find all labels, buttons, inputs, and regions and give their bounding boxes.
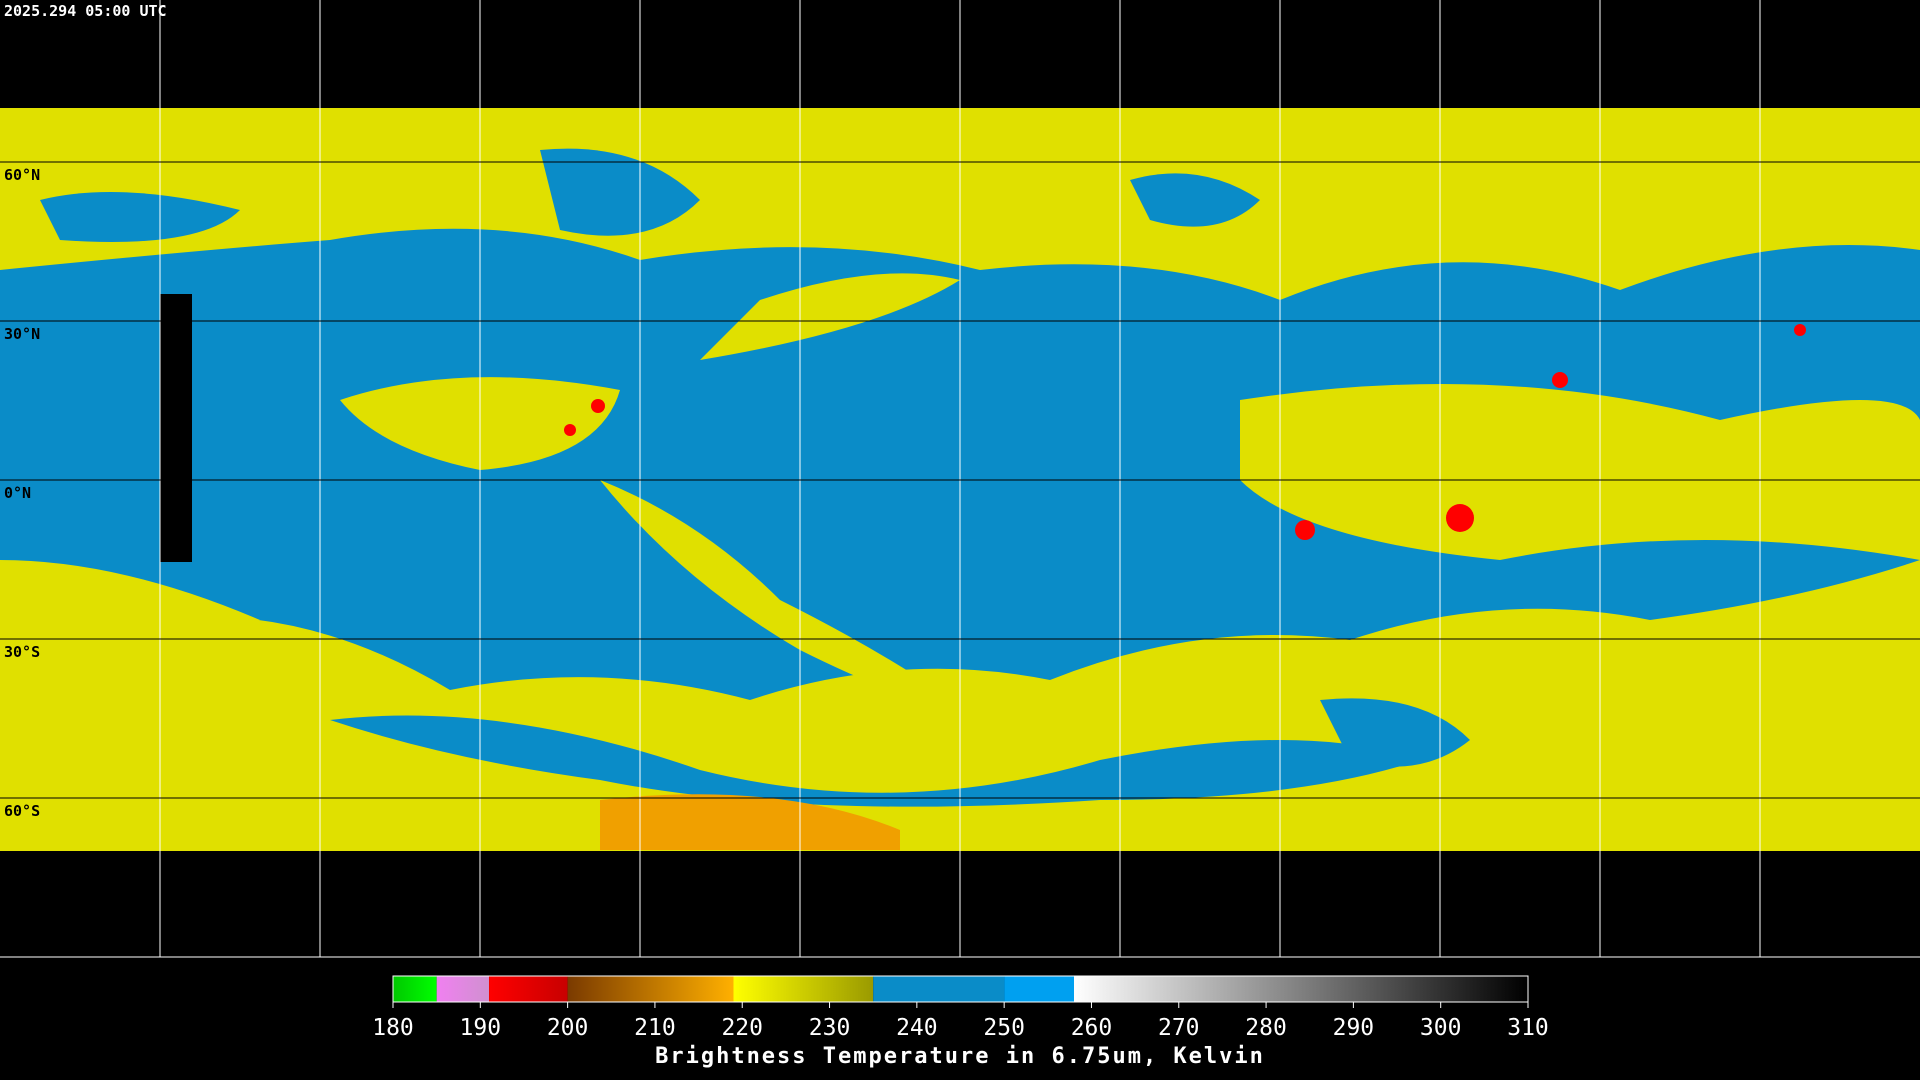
colorbar-tick-label: 250 bbox=[983, 1015, 1025, 1041]
moist-region bbox=[700, 273, 960, 360]
colorbar-segment bbox=[489, 976, 568, 1002]
lat-label: 60°N bbox=[4, 166, 40, 184]
colorbar-tick-label: 290 bbox=[1333, 1015, 1375, 1041]
storm-core bbox=[591, 399, 605, 413]
colorbar-tick-label: 210 bbox=[634, 1015, 676, 1041]
storm-core bbox=[1295, 520, 1315, 540]
colorbar-segment bbox=[393, 976, 437, 1002]
colorbar-tick-label: 270 bbox=[1158, 1015, 1200, 1041]
lat-label: 30°S bbox=[4, 643, 40, 661]
colorbar-tick-label: 230 bbox=[809, 1015, 851, 1041]
colorbar-tick-label: 190 bbox=[460, 1015, 502, 1041]
colorbar-segment bbox=[436, 976, 490, 1002]
storm-core bbox=[564, 424, 576, 436]
colorbar-segment bbox=[567, 976, 734, 1002]
colorbar-frame bbox=[392, 975, 1529, 1003]
colorbar-tick-label: 260 bbox=[1071, 1015, 1113, 1041]
storm-core bbox=[1794, 324, 1806, 336]
moist-region bbox=[0, 560, 260, 647]
colorbar-segment bbox=[1074, 976, 1528, 1002]
colorbar-label: Brightness Temperature in 6.75um, Kelvin bbox=[655, 1044, 1265, 1069]
colorbar-tick-label: 280 bbox=[1245, 1015, 1287, 1041]
storm-core bbox=[1446, 504, 1474, 532]
colorbar-tick-label: 180 bbox=[372, 1015, 414, 1041]
colorbar-segment bbox=[873, 976, 1005, 1002]
colorbar-tick-label: 240 bbox=[896, 1015, 938, 1041]
dry-region bbox=[1130, 173, 1260, 227]
colorbar-tick-label: 220 bbox=[721, 1015, 763, 1041]
colorbar: 180 190 200 210 220 230 240 250 260 270 280 290 300 3… bbox=[372, 975, 1549, 1041]
colorbar-tick-label: 300 bbox=[1420, 1015, 1462, 1041]
dry-region bbox=[540, 148, 700, 236]
data-gap bbox=[160, 294, 192, 562]
dry-region bbox=[40, 192, 240, 242]
colorbar-tick-label: 310 bbox=[1507, 1015, 1549, 1041]
colorbar-segment bbox=[1004, 976, 1074, 1002]
dry-region bbox=[1320, 698, 1470, 767]
colorbar-tick-label: 200 bbox=[547, 1015, 589, 1041]
colorbar-segment bbox=[733, 976, 874, 1002]
storm-core bbox=[1552, 372, 1568, 388]
timestamp: 2025.294 05:00 UTC bbox=[4, 2, 167, 20]
lat-label: 60°S bbox=[4, 802, 40, 820]
lat-label: 30°N bbox=[4, 325, 40, 343]
graticule: 60°N 30°N 0°N 30°S 60°S bbox=[0, 0, 1920, 958]
moist-region bbox=[600, 480, 980, 720]
lat-label: 0°N bbox=[4, 484, 31, 502]
dry-region bbox=[330, 715, 1420, 807]
cold-region bbox=[600, 794, 900, 850]
moist-region bbox=[1240, 384, 1920, 560]
